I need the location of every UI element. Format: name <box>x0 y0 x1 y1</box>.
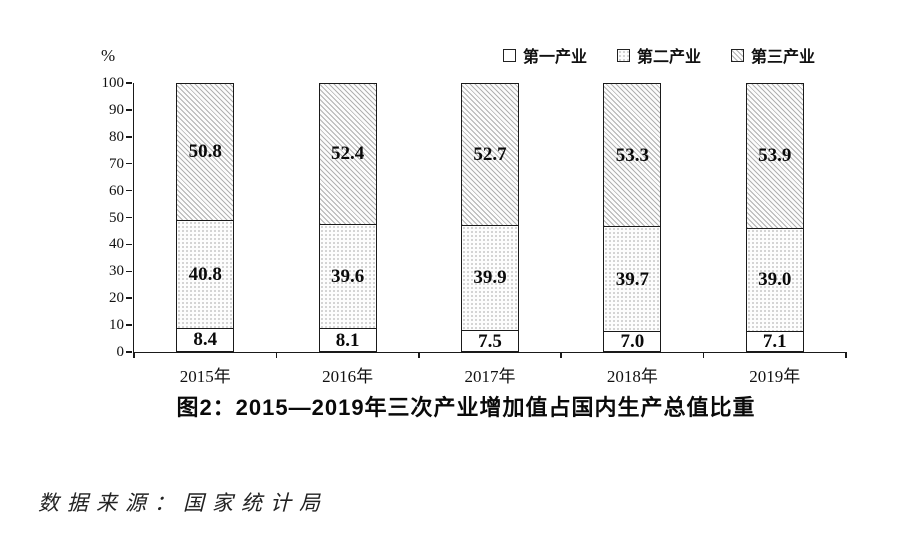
bar-segment-hatch: 52.4 <box>319 83 376 224</box>
legend-label: 第三产业 <box>751 49 816 66</box>
legend-item: 第三产业 <box>731 43 815 67</box>
bar-segment-dots: 40.8 <box>177 219 234 329</box>
x-axis-tick <box>845 352 847 358</box>
x-axis-tick <box>560 352 562 358</box>
bar-value-label: 7.0 <box>620 331 645 353</box>
bar-segment-hatch: 50.8 <box>177 84 234 220</box>
bar-value-label: 52.4 <box>330 143 365 165</box>
y-axis-tick <box>126 136 132 138</box>
bar-segment-hatch: 52.7 <box>462 83 518 225</box>
bar-segment-dots: 39.0 <box>746 227 803 333</box>
bar-segment-plain: 7.0 <box>604 331 661 353</box>
x-axis-tick <box>275 352 278 358</box>
y-axis-tick <box>126 297 132 299</box>
x-axis-category-label: 2017年 <box>464 367 516 386</box>
bar-segment-plain: 7.5 <box>462 331 518 351</box>
bar-value-label: 53.9 <box>758 145 792 167</box>
x-axis-tick <box>133 352 135 358</box>
legend-label: 第二产业 <box>637 49 702 66</box>
bar-value-label: 39.0 <box>758 269 792 291</box>
bar-value-label: 40.8 <box>188 263 222 285</box>
y-axis-tick <box>126 270 132 273</box>
legend-item: 第一产业 <box>503 43 587 67</box>
y-axis-tick <box>126 189 132 192</box>
bar-segment-dots: 39.9 <box>462 224 518 331</box>
y-axis-tick-label: 40 <box>109 236 124 253</box>
bar-value-label: 39.9 <box>473 267 507 289</box>
y-axis-tick-label: 80 <box>109 128 124 145</box>
chart-title: 图2：2015—2019年三次产业增加值占国内生产总值比重 <box>176 395 756 420</box>
bar-segment-dots: 39.7 <box>604 226 661 333</box>
bar-segment-plain: 8.1 <box>319 329 376 351</box>
x-axis-category-label: 2015年 <box>179 367 231 386</box>
plot-area: 0 10 20 30 40 50 60 70 80 90 100 8.4 40.8 50.8 2015年 8.… <box>102 75 847 386</box>
stacked-bar: 8.1 39.6 52.4 <box>318 83 377 352</box>
bar-value-label: 39.6 <box>330 266 365 288</box>
legend-swatch-dots-icon <box>617 48 631 62</box>
bar-value-label: 39.7 <box>615 268 650 290</box>
x-axis-tick <box>702 352 705 358</box>
y-axis-tick-label: 90 <box>109 101 124 118</box>
y-axis-tick <box>126 162 132 165</box>
data-source-note: 数据来源：国家统计局 <box>38 491 328 515</box>
x-axis-tick <box>418 352 420 358</box>
stacked-bar: 7.0 39.7 53.3 <box>603 83 662 353</box>
legend-swatch-hatch-icon <box>731 48 745 62</box>
stacked-bar: 7.1 39.0 53.9 <box>745 83 804 353</box>
bar-segment-dots: 39.6 <box>319 223 376 330</box>
y-axis-unit-label: % <box>101 46 116 65</box>
y-axis-tick <box>126 216 132 219</box>
y-axis-tick-label: 60 <box>109 182 124 199</box>
bar-segment-plain: 7.1 <box>746 331 803 353</box>
bar-value-label: 8.4 <box>193 329 218 351</box>
y-axis-tick <box>126 351 132 353</box>
x-axis-category-label: 2018年 <box>606 367 658 386</box>
y-axis-tick-label: 70 <box>109 155 124 172</box>
x-axis-category-label: 2016年 <box>322 367 374 386</box>
y-axis-tick-label: 100 <box>101 75 125 91</box>
bar-segment-hatch: 53.9 <box>746 84 803 228</box>
stacked-bar: 7.5 39.9 52.7 <box>461 83 519 352</box>
legend-label: 第一产业 <box>523 49 588 66</box>
bar-value-label: 7.1 <box>762 331 787 353</box>
y-axis-tick-label: 50 <box>109 209 124 226</box>
stacked-bar: 8.4 40.8 50.8 <box>176 83 235 352</box>
y-axis-tick-label: 10 <box>109 317 124 334</box>
legend: 第一产业 第二产业 第三产业 <box>503 43 815 67</box>
y-axis-tick <box>126 109 132 111</box>
legend-item: 第二产业 <box>617 43 701 67</box>
bar-value-label: 7.5 <box>478 330 502 352</box>
x-axis-category-label: 2019年 <box>749 367 801 386</box>
y-axis-tick <box>126 82 132 84</box>
y-axis-tick-label: 20 <box>109 290 124 307</box>
y-axis-tick-label: 30 <box>109 263 124 280</box>
bar-value-label: 8.1 <box>335 329 360 351</box>
bar-segment-plain: 8.4 <box>177 328 234 351</box>
y-axis-tick-label: 0 <box>116 344 125 360</box>
bar-segment-hatch: 53.3 <box>604 84 661 227</box>
y-axis-tick <box>126 324 132 326</box>
legend-swatch-plain-icon <box>503 48 516 62</box>
bar-value-label: 52.7 <box>473 143 507 165</box>
y-axis-tick <box>126 243 132 246</box>
bar-value-label: 53.3 <box>615 144 650 166</box>
bar-value-label: 50.8 <box>188 141 222 163</box>
